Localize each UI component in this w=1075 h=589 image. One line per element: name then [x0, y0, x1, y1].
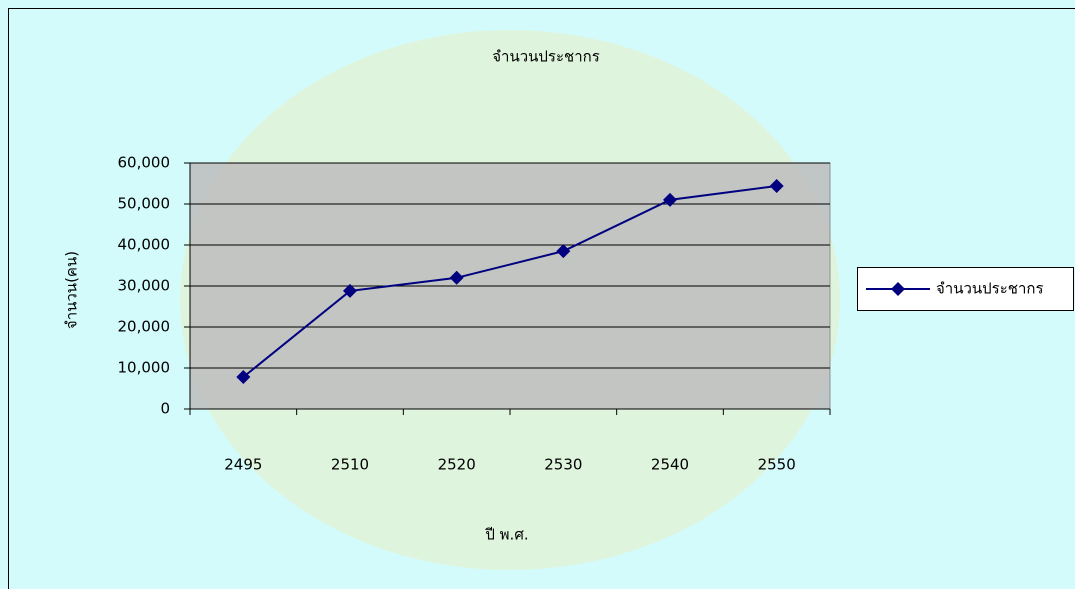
x-tick-label: 2550: [758, 456, 796, 474]
y-tick-label: 40,000: [118, 236, 171, 254]
chart-title: จำนวนประชากร: [492, 48, 600, 66]
x-tick-label: 2495: [224, 456, 262, 474]
y-tick-label: 30,000: [118, 277, 171, 295]
y-axis-title: จำนวน(คน): [63, 251, 81, 329]
chart: จำนวนประชากร ปี พ.ศ. จำนวน(คน) 0 10,000 20…: [0, 0, 1075, 589]
legend-label: จำนวนประชากร: [936, 280, 1044, 298]
x-tick-label: 2530: [544, 456, 582, 474]
y-tick-label: 60,000: [118, 154, 171, 172]
y-tick-label: 20,000: [118, 318, 171, 336]
x-tick-label: 2540: [651, 456, 689, 474]
x-tick-label: 2520: [438, 456, 476, 474]
y-tick-label: 0: [160, 400, 170, 418]
x-tick-label: 2510: [331, 456, 369, 474]
x-axis-title: ปี พ.ศ.: [484, 526, 528, 544]
y-tick-label: 10,000: [118, 359, 171, 377]
y-tick-label: 50,000: [118, 195, 171, 213]
